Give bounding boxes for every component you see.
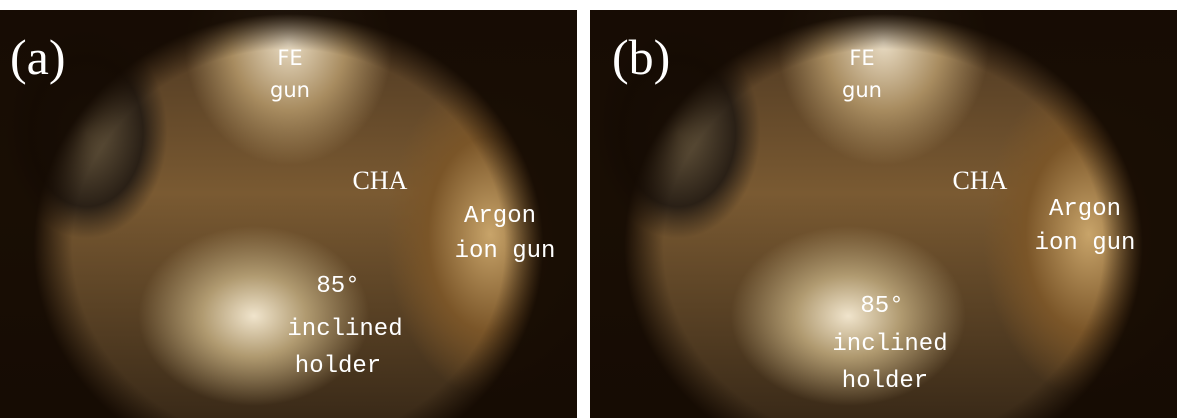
- annotation: FE: [277, 48, 302, 69]
- annotation: CHA: [953, 168, 1008, 194]
- annotation: gun: [842, 80, 882, 101]
- annotation: CHA: [353, 168, 408, 194]
- panel-label: (b): [612, 32, 670, 82]
- annotation: gun: [270, 80, 310, 101]
- photo-panel: (a) FE gun CHA Argon ion gun 85° incline…: [0, 10, 577, 418]
- annotation: ion gun: [1035, 232, 1136, 256]
- panel-label: (a): [10, 32, 66, 82]
- page: (a) FE gun CHA Argon ion gun 85° incline…: [0, 0, 1177, 418]
- annotation: FE: [849, 48, 874, 69]
- photo-panel: (b) FE gun CHA Argon ion gun 85° incline…: [590, 10, 1177, 418]
- annotation: holder: [295, 355, 381, 379]
- annotation: inclined: [832, 333, 947, 357]
- annotation: 85°: [860, 295, 903, 319]
- annotation: ion gun: [455, 240, 556, 264]
- annotation: 85°: [316, 275, 359, 299]
- annotation: Argon: [1049, 198, 1121, 222]
- annotation: holder: [842, 370, 928, 394]
- annotation: Argon: [464, 205, 536, 229]
- annotation: inclined: [287, 318, 402, 342]
